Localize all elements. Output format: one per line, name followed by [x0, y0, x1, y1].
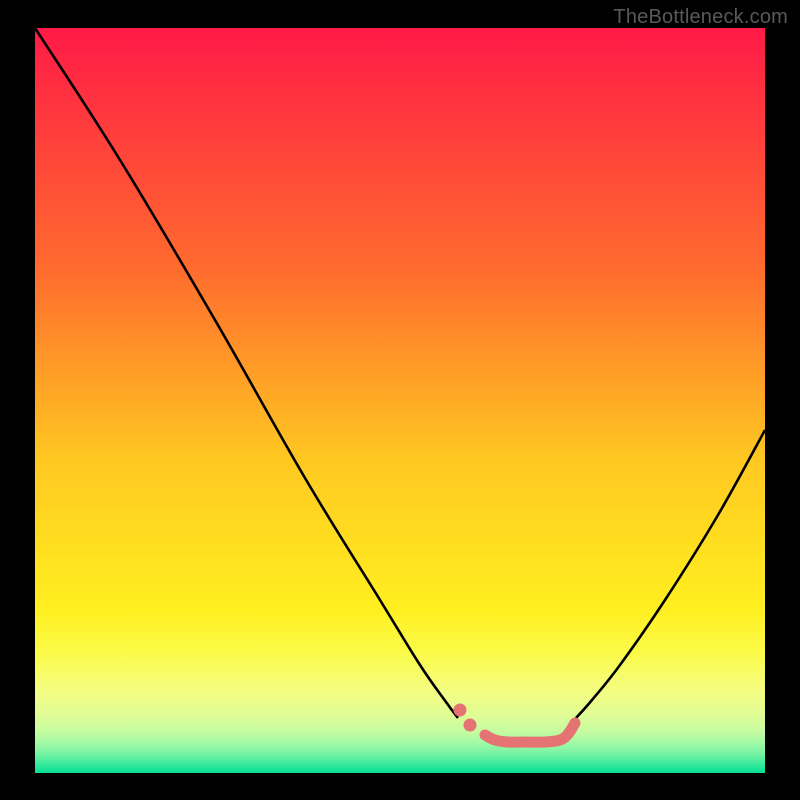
flat-segment: [485, 723, 575, 742]
watermark-text: TheBottleneck.com: [613, 6, 788, 29]
plot-area: [35, 28, 765, 773]
curve-right: [576, 430, 765, 718]
marker-dot: [454, 704, 467, 717]
marker-dot: [464, 719, 477, 732]
curve-left: [35, 28, 458, 718]
bottleneck-curve: [0, 0, 800, 800]
